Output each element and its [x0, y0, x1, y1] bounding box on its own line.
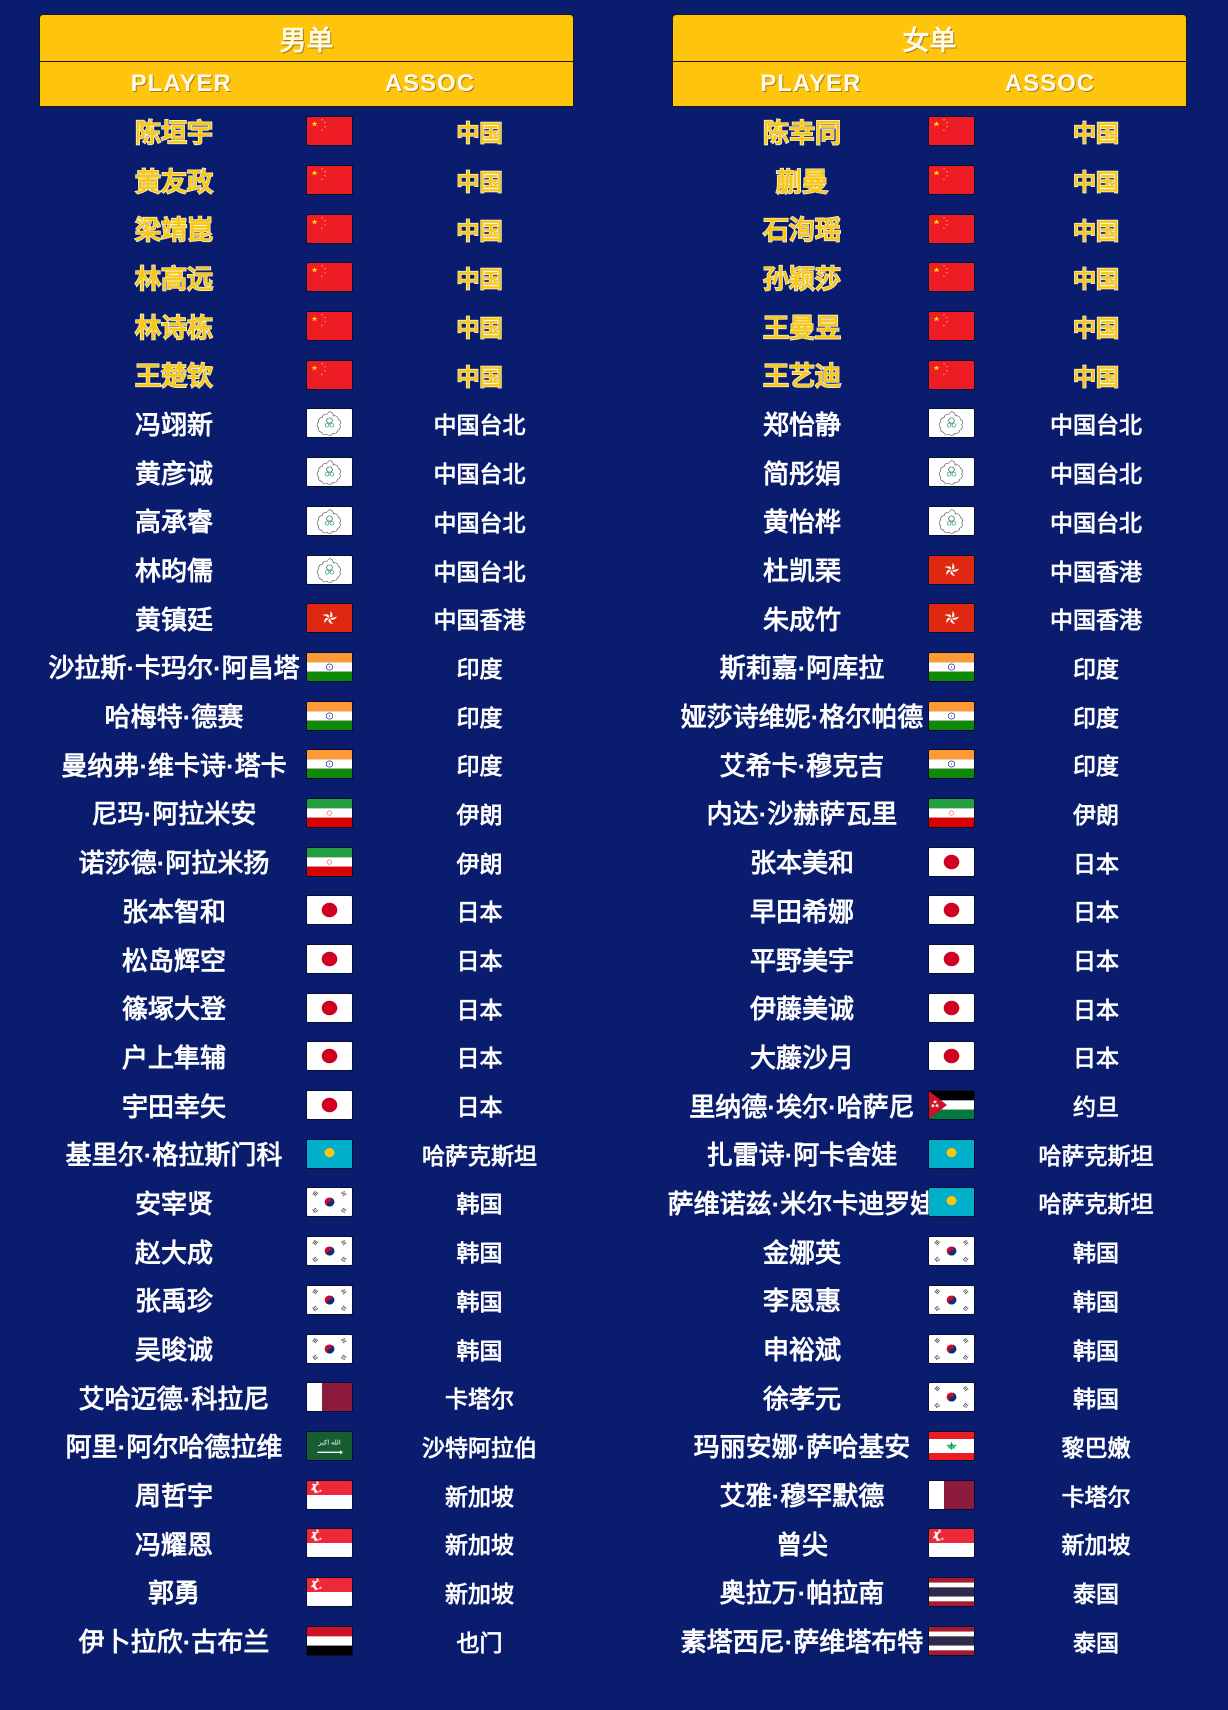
svg-text:الله اكبر: الله اكبر: [317, 1439, 341, 1447]
